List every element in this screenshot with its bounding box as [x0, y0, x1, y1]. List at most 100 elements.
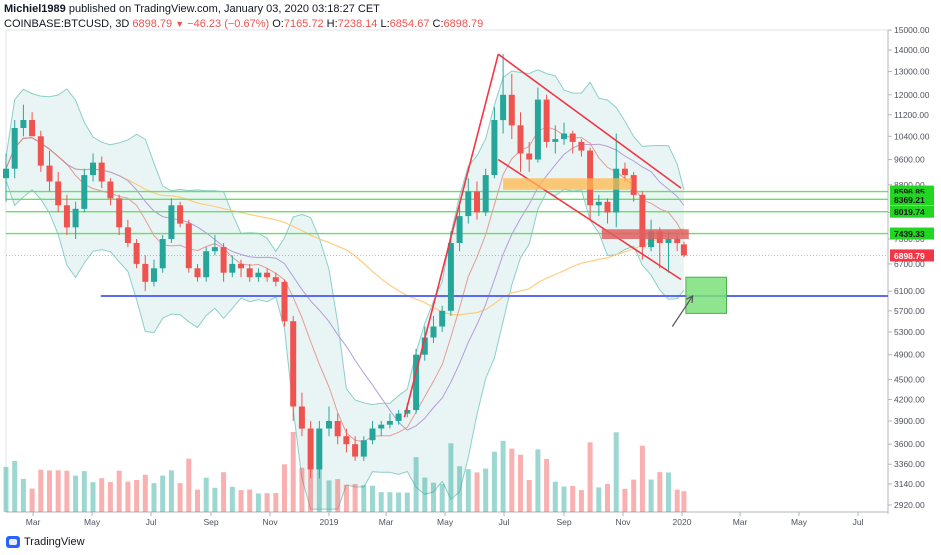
x-tick-label: Jul [853, 517, 864, 527]
candle-body [37, 136, 44, 166]
target-zone-box [685, 276, 727, 314]
y-tick-label: 10400.00 [894, 131, 930, 141]
candle-body [316, 428, 323, 470]
candle-body [220, 247, 227, 273]
y-tick-label: 4200.00 [894, 394, 925, 404]
candle-body [107, 181, 114, 199]
candle-body [290, 321, 297, 407]
candle-body [378, 424, 385, 429]
candle-body [680, 244, 687, 256]
volume-bar [622, 488, 628, 512]
level-price-tag [890, 193, 934, 206]
volume-bar [160, 475, 166, 512]
author-name[interactable]: Michiel1989 [4, 3, 66, 15]
candle-body [465, 191, 472, 217]
candle-body [578, 141, 585, 151]
candle-body [334, 421, 341, 437]
volume-bar [107, 482, 113, 512]
brand-label: TradingView [24, 536, 85, 548]
supply-zone-red [601, 229, 689, 240]
y-tick-label: 15000.00 [894, 25, 930, 35]
volume-bar [648, 479, 654, 512]
candle-body [20, 120, 27, 128]
volume-bar [474, 472, 480, 512]
volume-bar [657, 472, 663, 512]
candle-body [142, 263, 149, 282]
volume-bar [491, 451, 497, 512]
volume-bar [20, 478, 26, 512]
volume-bar [370, 485, 375, 512]
low-value: 6854.67 [389, 18, 430, 30]
candle-body [81, 175, 88, 209]
candle-body [281, 281, 288, 322]
candle-body [447, 243, 454, 311]
candle-body [386, 421, 393, 425]
candle-body [456, 216, 463, 243]
volume-bar [90, 482, 96, 512]
open-label: O: [272, 18, 284, 30]
volume-bar [177, 483, 183, 512]
y-tick-label: 6700.00 [894, 259, 925, 269]
volume-bar [212, 487, 218, 512]
level-price-tag [890, 227, 934, 240]
x-tick-label: 2020 [673, 517, 692, 527]
volume-bar [552, 481, 558, 512]
volume-bar [413, 457, 419, 512]
level-price-label: 7439.33 [894, 229, 925, 239]
x-tick-label: Mar [26, 517, 41, 527]
level-price-tag [890, 205, 934, 218]
volume-bar [387, 492, 393, 512]
candle-body [561, 133, 567, 140]
x-tick-label: Nov [262, 517, 278, 527]
volume-bar [561, 486, 567, 512]
x-tick-label: 2019 [320, 517, 339, 527]
candle-body [63, 205, 70, 228]
candle-body [508, 94, 515, 126]
candle-body [404, 410, 411, 414]
candle-body [72, 208, 79, 228]
candle-body [534, 99, 541, 160]
volume-bar [422, 477, 428, 512]
volume-bar [238, 490, 244, 512]
candle-body [185, 223, 192, 269]
volume-bar [404, 492, 410, 512]
candle-body [343, 436, 350, 445]
candle-body [421, 337, 428, 355]
y-tick-label: 12000.00 [894, 90, 930, 100]
volume-bar [596, 487, 602, 512]
candle-body [159, 239, 166, 269]
candle-body [326, 421, 332, 429]
volume-bar [73, 475, 79, 512]
candle-body [298, 406, 305, 429]
candle-body [482, 175, 489, 213]
price-change: −46.23 (−0.67%) [187, 18, 270, 30]
candle-body [674, 239, 681, 243]
volume-bar [282, 464, 287, 512]
volume-bar [500, 440, 506, 513]
candle-body [264, 272, 271, 278]
open-value: 7165.72 [283, 18, 324, 30]
candle-body [595, 201, 602, 206]
volume-bar [535, 449, 541, 512]
volume-bar [544, 458, 550, 512]
candle-body [526, 153, 533, 160]
candle-body [168, 205, 175, 239]
volume-bar [264, 493, 270, 512]
y-tick-label: 4900.00 [894, 350, 925, 360]
x-tick-label: Mar [379, 517, 394, 527]
arrow-line [671, 295, 694, 327]
volume-bar [255, 493, 261, 512]
x-tick-label: Mar [733, 517, 748, 527]
close-label: C: [432, 18, 444, 30]
volume-bar [229, 486, 235, 512]
volume-bar [483, 468, 489, 512]
volume-bar [378, 492, 384, 512]
volume-bar [299, 467, 305, 512]
volume-bar [64, 470, 70, 512]
volume-bar [12, 461, 18, 512]
candle-body [203, 251, 210, 278]
supply-zone-orange [503, 178, 632, 190]
volume-bar [526, 480, 532, 512]
volume-bar [396, 492, 402, 512]
